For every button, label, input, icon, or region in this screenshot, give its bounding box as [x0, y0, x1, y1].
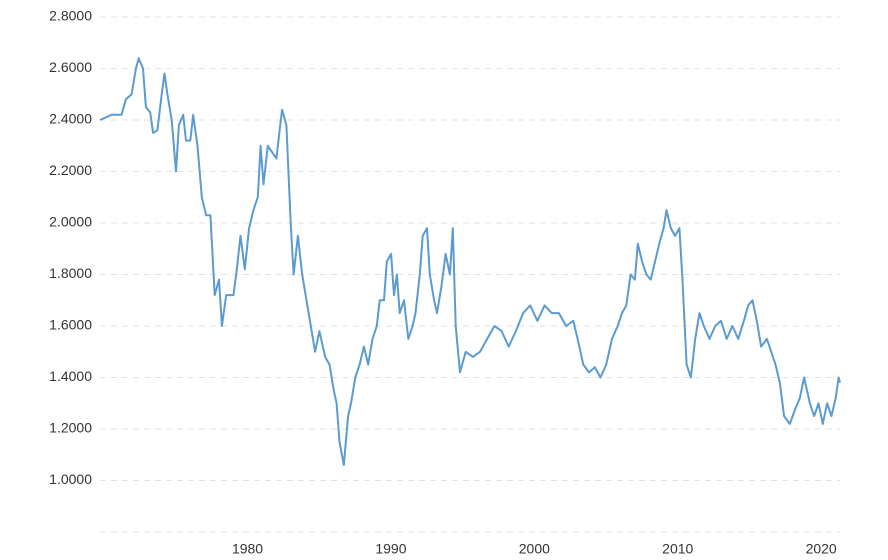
y-tick-label: 2.0000: [49, 214, 92, 230]
y-tick-label: 1.2000: [49, 420, 92, 436]
y-tick-label: 1.4000: [49, 368, 92, 384]
x-tick-label: 2020: [806, 541, 837, 557]
y-tick-label: 1.0000: [49, 471, 92, 487]
line: [99, 57, 841, 466]
y-tick-label: 2.4000: [49, 111, 92, 127]
y-tick-label: 2.8000: [49, 8, 92, 24]
x-tick-label: 1980: [232, 541, 263, 557]
y-tick-label: 1.8000: [49, 265, 92, 281]
x-tick-label: 2010: [662, 541, 693, 557]
x-tick-label: 2000: [519, 541, 550, 557]
y-tick-label: 2.2000: [49, 162, 92, 178]
y-tick-label: 1.6000: [49, 317, 92, 333]
y-tick-label: 2.6000: [49, 59, 92, 75]
x-tick-label: 1990: [375, 541, 406, 557]
